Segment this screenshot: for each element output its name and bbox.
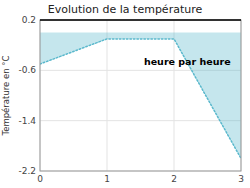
- x-tick-label: 2: [171, 174, 177, 184]
- x-tick-label: 3: [238, 174, 244, 184]
- grid-line-x: [174, 20, 175, 171]
- y-tick-label: -0.6: [18, 65, 36, 75]
- y-tick-label: -2.2: [18, 166, 36, 176]
- y-tick-label: -1.4: [18, 116, 36, 126]
- y-tick-label: 0.2: [22, 15, 36, 25]
- chart-container: 0.2 -0.6 -1.4 -2.20 1 2 3 Evolution de la tempé…: [0, 0, 250, 188]
- grid: [40, 20, 241, 171]
- grid-line-y: [40, 120, 241, 121]
- plot-frame: [40, 20, 241, 171]
- x-tick-label: 0: [37, 174, 43, 184]
- plot-background: [40, 20, 241, 171]
- top-line: [40, 19, 241, 21]
- grid-line-y: [40, 20, 241, 21]
- y-axis-label: Température en °C: [1, 55, 11, 136]
- annotation: heure par heure: [144, 56, 231, 67]
- axes: 0.2 -0.6 -1.4 -2.20 1 2 3: [18, 15, 243, 184]
- grid-line-x: [107, 20, 108, 171]
- marks: [40, 33, 241, 159]
- x-tick-label: 1: [104, 174, 110, 184]
- title: Evolution de la température: [48, 3, 203, 16]
- chart-svg: 0.2 -0.6 -1.4 -2.20 1 2 3 Evolution de la tempé…: [0, 0, 250, 188]
- line: [40, 39, 241, 159]
- area-fill: [40, 33, 241, 159]
